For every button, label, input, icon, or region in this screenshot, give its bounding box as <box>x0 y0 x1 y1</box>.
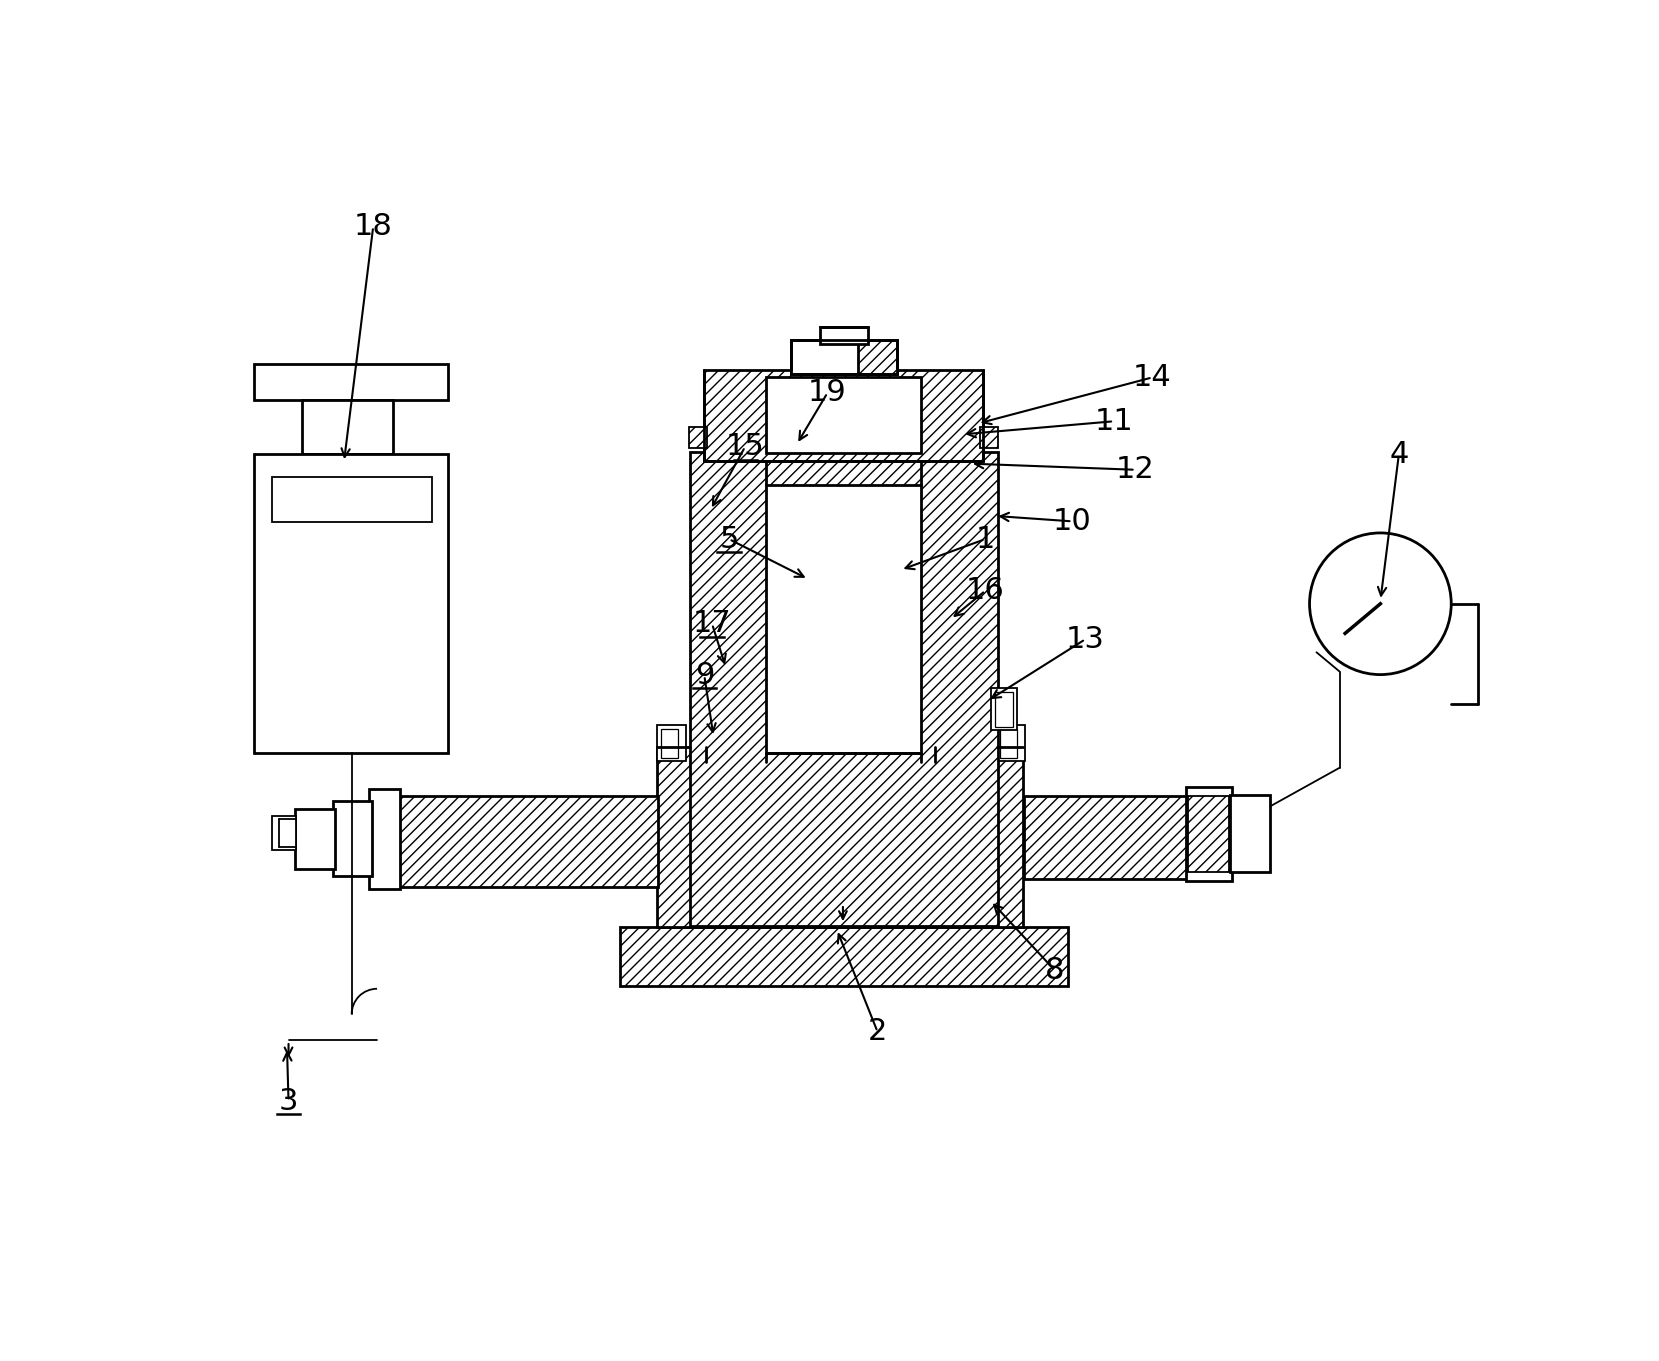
Bar <box>1231 795 1271 871</box>
Bar <box>619 927 1068 985</box>
Bar <box>657 747 1024 927</box>
Bar <box>1024 796 1188 879</box>
Bar <box>705 762 937 915</box>
Bar <box>688 426 707 448</box>
Bar <box>302 400 393 455</box>
Bar <box>295 808 335 868</box>
Text: 15: 15 <box>725 433 765 461</box>
Bar <box>766 377 921 453</box>
Bar <box>272 478 431 523</box>
Text: 13: 13 <box>1067 625 1105 653</box>
Bar <box>791 340 836 374</box>
Bar <box>370 788 400 889</box>
Bar <box>272 817 297 851</box>
Text: 16: 16 <box>966 576 1005 606</box>
Text: 4: 4 <box>1389 440 1408 470</box>
Text: 8: 8 <box>1045 955 1065 985</box>
Text: 5: 5 <box>720 524 738 554</box>
Text: 1: 1 <box>975 524 995 554</box>
Text: 12: 12 <box>1117 456 1155 485</box>
Bar <box>820 327 868 343</box>
Bar <box>858 340 898 374</box>
Bar <box>995 725 1025 761</box>
Text: 11: 11 <box>1095 407 1133 436</box>
Bar <box>398 796 659 887</box>
Text: 18: 18 <box>353 212 393 241</box>
Bar <box>705 370 984 460</box>
Bar <box>254 455 448 753</box>
Bar <box>657 725 685 761</box>
Bar <box>995 691 1014 727</box>
Text: 2: 2 <box>868 1018 888 1047</box>
Text: 10: 10 <box>1053 506 1092 536</box>
Text: 19: 19 <box>808 378 846 407</box>
Bar <box>254 363 448 400</box>
Bar <box>662 728 679 758</box>
Text: 17: 17 <box>693 610 732 638</box>
Bar <box>1188 796 1229 871</box>
Bar <box>980 426 999 448</box>
Bar <box>766 485 921 753</box>
Bar <box>791 340 898 374</box>
Text: 3: 3 <box>279 1086 299 1116</box>
Bar <box>333 800 372 876</box>
Text: 9: 9 <box>695 661 713 690</box>
Bar <box>690 452 999 925</box>
Bar <box>990 689 1017 729</box>
Bar <box>1186 787 1231 881</box>
Text: 14: 14 <box>1133 363 1171 392</box>
Bar <box>1000 728 1017 758</box>
